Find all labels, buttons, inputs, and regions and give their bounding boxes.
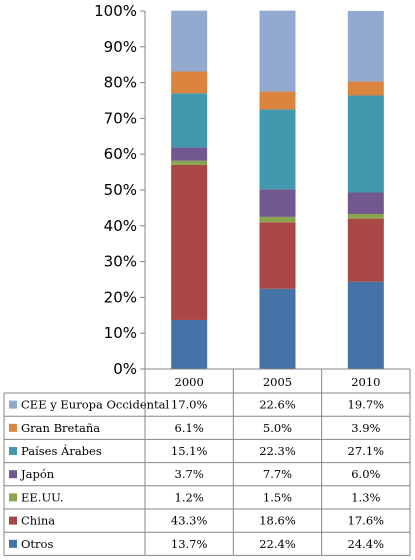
y-tick-label: 20% (104, 288, 137, 306)
bar-segment-otros-2000 (171, 319, 208, 369)
bar-segment-japon-2010 (347, 192, 384, 214)
data-label-gran-bretana: 6.1% (175, 421, 204, 435)
data-label-gran-bretana: 3.9% (351, 421, 380, 435)
data-label-japon: 6.0% (351, 467, 380, 481)
bar-segment-ee-uu-2000 (171, 160, 208, 165)
bar-segment-cee-y-europa-occidental-2000 (171, 10, 208, 72)
legend-key-paises-arabes (9, 447, 17, 455)
bar-segment-gran-bretana-2000 (171, 71, 208, 94)
legend-key-cee-y-europa-occidental (9, 400, 17, 409)
legend-label-ee-uu: EE.UU. (21, 490, 63, 504)
data-label-china: 18.6% (259, 514, 296, 528)
bar-segment-paises-arabes-2010 (347, 95, 384, 193)
y-tick-label: 90% (104, 38, 137, 56)
bar-segment-cee-y-europa-occidental-2010 (347, 11, 384, 82)
data-label-otros: 24.4% (348, 537, 385, 551)
data-label-otros: 22.4% (259, 537, 296, 551)
legend-label-japon: Japón (20, 467, 55, 481)
bar-segment-china-2005 (259, 222, 296, 289)
legend-key-japon (9, 470, 17, 479)
bar-segment-china-2000 (171, 164, 208, 320)
y-tick-label: 60% (104, 145, 137, 163)
legend-label-otros: Otros (21, 537, 53, 551)
y-tick-label: 50% (104, 181, 137, 199)
x-category-label: 2000 (175, 375, 204, 389)
data-label-cee-y-europa-occidental: 22.6% (259, 398, 296, 412)
y-tick-label: 100% (94, 2, 137, 20)
data-label-japon: 3.7% (175, 467, 204, 481)
legend-label-gran-bretana: Gran Bretaña (21, 421, 100, 435)
y-tick-label: 10% (104, 324, 137, 342)
data-label-otros: 13.7% (171, 537, 208, 551)
bar-segment-gran-bretana-2005 (259, 91, 296, 110)
bar-segment-paises-arabes-2005 (259, 109, 296, 190)
bar-segment-gran-bretana-2010 (347, 81, 384, 96)
x-category-label: 2010 (351, 375, 380, 389)
data-label-paises-arabes: 22.3% (259, 444, 296, 458)
data-label-china: 17.6% (348, 514, 385, 528)
data-label-china: 43.3% (171, 514, 208, 528)
bar-segment-ee-uu-2010 (347, 213, 384, 219)
data-label-ee-uu: 1.5% (263, 490, 292, 504)
bar-segment-china-2010 (347, 218, 384, 282)
data-label-paises-arabes: 15.1% (171, 444, 208, 458)
legend-key-china (9, 516, 17, 525)
x-category-label: 2005 (263, 375, 292, 389)
bar-segment-japon-2005 (259, 189, 296, 217)
legend-label-cee-y-europa-occidental: CEE y Europa Occidental (21, 398, 170, 412)
y-tick-label: 80% (104, 74, 137, 92)
y-tick-label: 0% (113, 360, 137, 378)
legend-key-otros (9, 539, 17, 548)
y-tick-label: 30% (104, 253, 137, 271)
bar-segment-ee-uu-2005 (259, 216, 296, 223)
data-label-japon: 7.7% (263, 467, 292, 481)
data-label-cee-y-europa-occidental: 19.7% (348, 398, 385, 412)
legend-key-gran-bretana (9, 423, 17, 432)
legend-label-china: China (21, 514, 55, 528)
data-label-ee-uu: 1.3% (351, 490, 380, 504)
data-label-paises-arabes: 27.1% (348, 444, 385, 458)
bar-segment-japon-2000 (171, 147, 208, 161)
bar-segment-paises-arabes-2000 (171, 93, 208, 148)
data-label-gran-bretana: 5.0% (263, 421, 292, 435)
legend-label-paises-arabes: Países Árabes (21, 444, 102, 458)
bar-segment-cee-y-europa-occidental-2005 (259, 10, 296, 92)
bar-segment-otros-2005 (259, 288, 296, 369)
data-label-cee-y-europa-occidental: 17.0% (171, 398, 208, 412)
legend-key-ee-uu (9, 493, 17, 502)
data-label-ee-uu: 1.2% (175, 490, 204, 504)
y-tick-label: 40% (104, 217, 137, 235)
y-tick-label: 70% (104, 109, 137, 127)
bar-segment-otros-2010 (347, 281, 384, 369)
